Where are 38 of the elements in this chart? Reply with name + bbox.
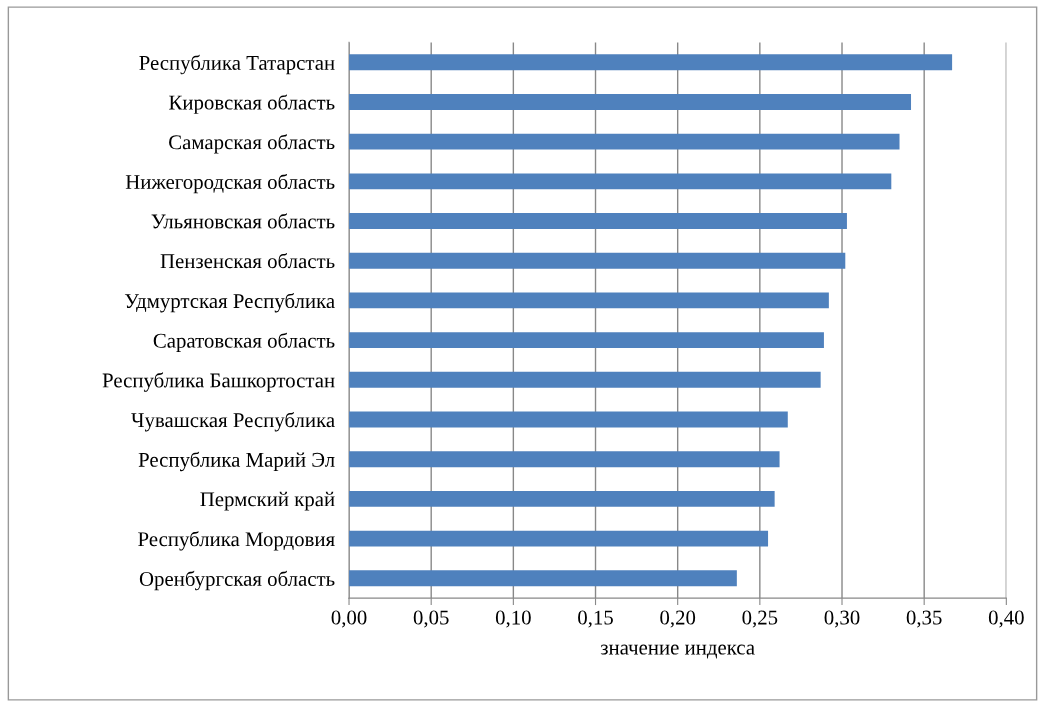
- bar: [349, 292, 829, 309]
- y-tick-label: Пензенская область: [160, 253, 335, 269]
- bar: [349, 213, 847, 229]
- x-tick-label: 0,05: [413, 610, 449, 628]
- y-tick-label: Пермский край: [200, 491, 335, 511]
- bar: [349, 490, 775, 507]
- x-tick-label: 0,40: [988, 610, 1024, 628]
- y-tick-label: Республика Марий Эл: [138, 451, 335, 472]
- x-tick-label: 0,15: [578, 610, 613, 628]
- y-tick-label: Самарская область: [169, 134, 335, 154]
- bar: [349, 173, 892, 190]
- y-tick-label: Республика Башкортостан: [102, 372, 335, 392]
- bar: [349, 411, 788, 428]
- y-tick-label: Республика Мордовия: [138, 531, 335, 551]
- y-tick-label: Удмуртская Республика: [124, 292, 335, 313]
- bar: [349, 252, 846, 269]
- y-tick-label: Оренбургская область: [139, 570, 335, 591]
- x-tick-label: 0,30: [824, 610, 860, 628]
- x-axis-title: значение индекса: [600, 644, 755, 659]
- x-tick-label: 0,25: [742, 610, 778, 628]
- x-tick-label: 0,20: [660, 610, 696, 628]
- bar: [349, 332, 824, 349]
- bar: [349, 54, 953, 71]
- x-tick-label: 0,35: [906, 610, 942, 628]
- y-tick-label: Саратовская область: [153, 332, 335, 353]
- bar: [349, 530, 769, 547]
- y-tick-label: Чувашская Республика: [131, 412, 335, 432]
- y-tick-label: Республика Татарстан: [139, 54, 335, 75]
- y-tick-label: Ульяновская область: [151, 213, 335, 229]
- bar: [349, 94, 912, 110]
- bar: [349, 133, 900, 150]
- y-tick-label: Кировская область: [169, 94, 335, 114]
- y-tick-label: Нижегородская область: [125, 173, 335, 194]
- x-tick-label: 0,10: [495, 610, 531, 628]
- bar: [349, 371, 821, 388]
- bar: [349, 451, 780, 468]
- bar: [349, 570, 737, 587]
- x-tick-label: 0,00: [331, 610, 367, 628]
